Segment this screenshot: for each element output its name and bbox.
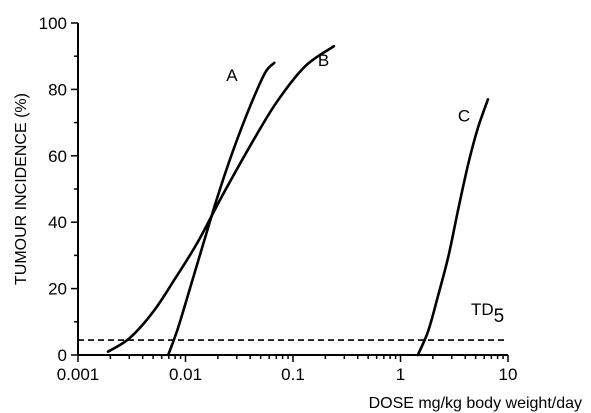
- curve-a: [166, 61, 276, 357]
- x-tick-label: 1: [396, 365, 405, 384]
- x-tick-label: 0.01: [169, 365, 202, 384]
- reference-lines: TD5: [78, 300, 508, 341]
- ticks: 0 20 40 60 80 100 0.001 0.01 0.1 1 10: [39, 14, 518, 384]
- y-tick-label: 0: [58, 346, 67, 365]
- y-axis-title: TUMOUR INCIDENCE (%): [13, 93, 30, 285]
- y-tick-label: 40: [48, 213, 67, 232]
- x-tick-label: 10: [499, 365, 518, 384]
- td5-label: TD5: [471, 300, 504, 327]
- x-axis-title: DOSE mg/kg body weight/day: [369, 395, 582, 412]
- x-tick-label: 0.001: [57, 365, 100, 384]
- y-tick-label: 20: [48, 280, 67, 299]
- curve-label-b: B: [318, 51, 329, 70]
- curve-label-a: A: [226, 66, 238, 85]
- y-tick-label: 60: [48, 147, 67, 166]
- y-tick-label: 100: [39, 14, 67, 33]
- y-tick-label: 80: [48, 80, 67, 99]
- curve-label-c: C: [458, 106, 470, 125]
- curve-c: [416, 98, 490, 357]
- series: A B C: [106, 44, 490, 357]
- x-tick-label: 0.1: [281, 365, 305, 384]
- curve-b: [106, 44, 336, 353]
- axes: [77, 23, 508, 356]
